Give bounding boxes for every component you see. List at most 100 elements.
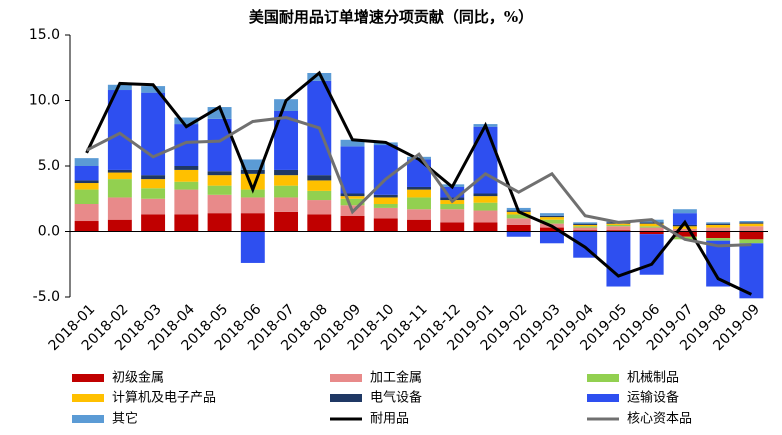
bar [141,175,166,180]
bar [107,172,132,180]
bar [606,224,631,227]
bar [440,209,465,223]
bar [672,228,697,232]
bar [739,243,764,299]
bar [407,209,431,220]
bar [639,226,664,228]
bar [340,198,365,206]
bar [672,213,697,225]
bar [407,197,431,210]
bar [174,181,199,190]
bar [706,240,731,287]
bar [539,215,564,218]
legend-swatch [330,374,362,382]
legend-label: 运输设备 [627,390,679,406]
bar [174,214,199,232]
bar [274,99,299,111]
y-tick-label: 0.0 [38,224,60,240]
bar [473,202,498,211]
bar [639,234,664,275]
bar [506,224,531,232]
bar [606,231,631,287]
bar [706,238,731,241]
legend-label: 计算机及电子产品 [112,391,216,406]
bar [440,203,465,210]
bar [74,158,99,166]
bar [74,221,99,232]
bar [307,190,332,201]
bar [141,179,166,189]
bar [340,196,365,199]
bar [74,166,99,181]
bar [207,213,232,232]
bar [107,179,132,198]
bar [240,169,265,174]
bar [739,231,764,240]
bar [207,118,232,172]
y-tick-label: 10.0 [29,93,60,109]
bar [207,175,232,186]
bar [174,189,199,215]
bar [340,146,365,194]
bar [407,219,431,232]
bar [639,227,664,232]
bar [539,217,564,220]
bar [407,189,431,198]
bar [373,197,398,204]
bar [539,227,564,232]
bar [539,213,564,216]
bar [141,198,166,215]
bar [274,169,299,176]
bar [539,231,564,244]
bar [706,231,731,239]
bar [739,226,764,232]
bar [739,221,764,223]
bar [473,193,498,197]
bar [107,197,132,220]
bar [440,186,465,198]
bar [672,224,697,227]
legend-label: 加工金属 [370,370,422,386]
bar [506,231,531,237]
bar [107,84,132,91]
y-tick-label: -5.0 [33,289,60,305]
bar [573,222,598,224]
bar [307,72,332,81]
legend-swatch [72,394,104,402]
bar [672,209,697,214]
bar [573,226,598,228]
line-series [85,70,753,296]
y-tick-label: 5.0 [38,158,60,174]
bar [473,126,498,194]
line-series [85,116,752,248]
bar [141,92,166,176]
bar [74,180,99,184]
bar [240,159,265,170]
bar [207,194,232,214]
bar [373,145,398,195]
bar [440,222,465,232]
bar [141,188,166,199]
bar [539,219,564,224]
bar [274,211,299,232]
bar [506,218,531,225]
bar [373,194,398,198]
bar [174,117,199,125]
legend-label: 机械制品 [627,371,679,386]
bar [606,223,631,225]
bar [207,171,232,176]
bar [672,226,697,229]
bar [274,175,299,186]
bar [240,197,265,214]
bar [672,231,697,237]
bar [307,175,332,181]
bar [573,223,598,225]
bar [473,210,498,223]
bar [706,223,731,225]
legend-swatch [72,415,104,423]
bar [739,239,764,244]
bar [473,222,498,232]
legend-swatch [587,374,619,382]
legend-label: 核心资本品 [627,412,692,427]
